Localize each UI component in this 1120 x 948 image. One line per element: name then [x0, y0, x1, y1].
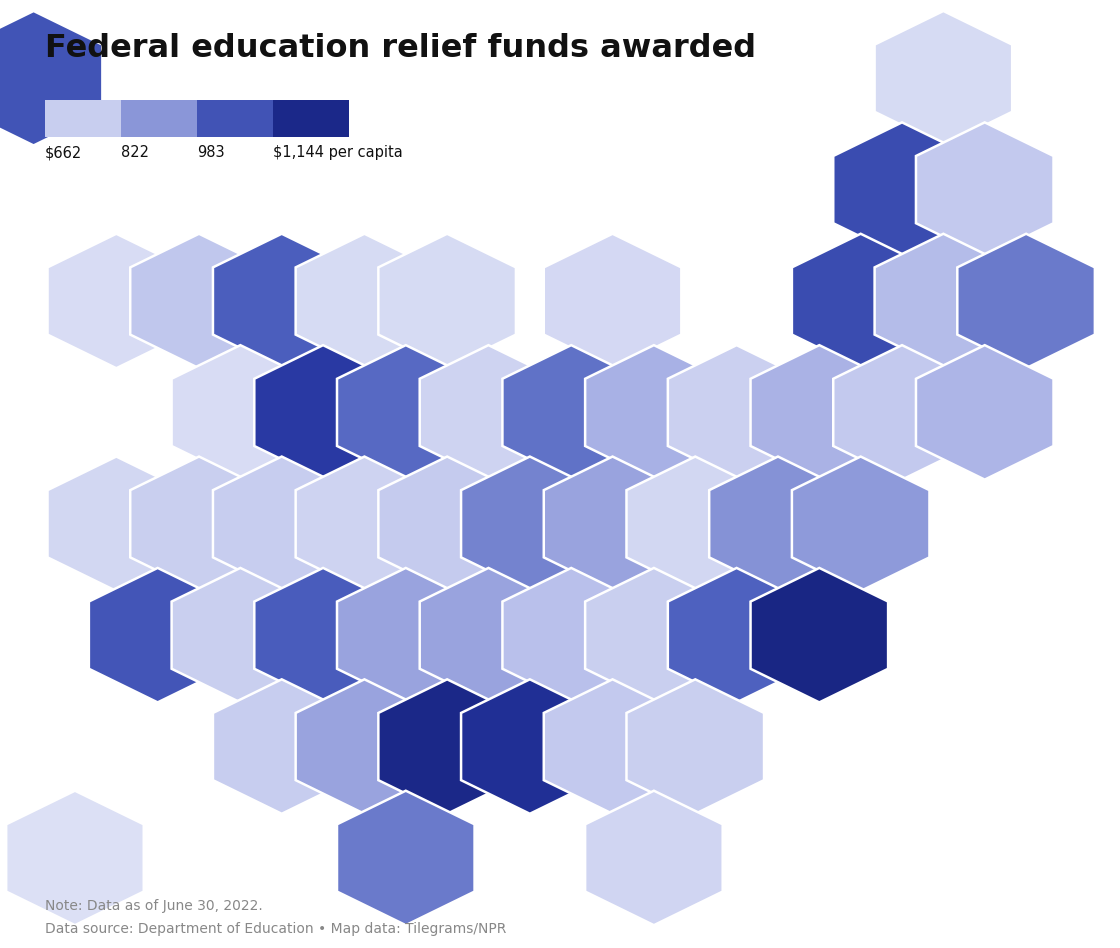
Text: AK: AK	[24, 72, 44, 84]
Text: OR: OR	[105, 518, 127, 530]
Text: LA: LA	[438, 740, 457, 753]
Text: NM: NM	[311, 629, 335, 642]
Text: $1,144 per capita: $1,144 per capita	[273, 145, 403, 160]
Text: Federal education relief funds awarded: Federal education relief funds awarded	[45, 33, 756, 64]
Text: WY: WY	[311, 406, 335, 419]
Text: FL: FL	[645, 851, 663, 865]
Text: 822: 822	[121, 145, 149, 160]
Text: OK: OK	[354, 740, 375, 753]
Text: WA: WA	[104, 295, 129, 307]
Text: MT: MT	[188, 295, 211, 307]
Text: IA: IA	[480, 406, 496, 419]
Text: VA: VA	[685, 518, 706, 530]
Text: OH: OH	[726, 406, 748, 419]
Text: MS: MS	[519, 740, 541, 753]
Text: TX: TX	[396, 851, 416, 865]
Text: ID: ID	[232, 406, 249, 419]
Text: ME: ME	[932, 72, 954, 84]
Text: 983: 983	[197, 145, 225, 160]
Text: MA: MA	[932, 295, 955, 307]
Text: MN: MN	[353, 295, 376, 307]
Text: MD: MD	[766, 518, 790, 530]
Text: MO: MO	[435, 518, 459, 530]
Text: RI: RI	[1018, 295, 1034, 307]
Text: NC: NC	[644, 629, 664, 642]
Text: SD: SD	[395, 406, 417, 419]
Text: VT: VT	[893, 183, 912, 196]
Text: CO: CO	[271, 518, 292, 530]
Text: IN: IN	[646, 406, 662, 419]
Text: Data source: Department of Education • Map data: Tilegrams/NPR: Data source: Department of Education • M…	[45, 922, 506, 937]
Text: NH: NH	[973, 183, 996, 196]
Text: GA: GA	[684, 740, 706, 753]
Text: NY: NY	[850, 295, 871, 307]
Text: HI: HI	[67, 851, 83, 865]
Text: KS: KS	[395, 629, 416, 642]
Text: AR: AR	[478, 629, 498, 642]
Text: NJ: NJ	[894, 406, 911, 419]
Text: CA: CA	[148, 629, 168, 642]
Text: NV: NV	[188, 518, 209, 530]
Text: CT: CT	[976, 406, 995, 419]
Text: UT: UT	[231, 629, 250, 642]
Text: AL: AL	[604, 740, 622, 753]
Text: Note: Data as of June 30, 2022.: Note: Data as of June 30, 2022.	[45, 899, 262, 913]
Text: DE: DE	[850, 518, 871, 530]
Text: AZ: AZ	[272, 740, 291, 753]
Text: $662: $662	[45, 145, 82, 160]
Text: ND: ND	[271, 295, 292, 307]
Text: MI: MI	[604, 295, 622, 307]
Text: NE: NE	[354, 518, 374, 530]
Text: DC: DC	[809, 629, 830, 642]
Text: KY: KY	[520, 518, 540, 530]
Text: PA: PA	[810, 406, 829, 419]
Text: IL: IL	[564, 406, 578, 419]
Text: TN: TN	[561, 629, 581, 642]
Text: WV: WV	[600, 518, 625, 530]
Text: SC: SC	[727, 629, 746, 642]
Text: WI: WI	[438, 295, 457, 307]
